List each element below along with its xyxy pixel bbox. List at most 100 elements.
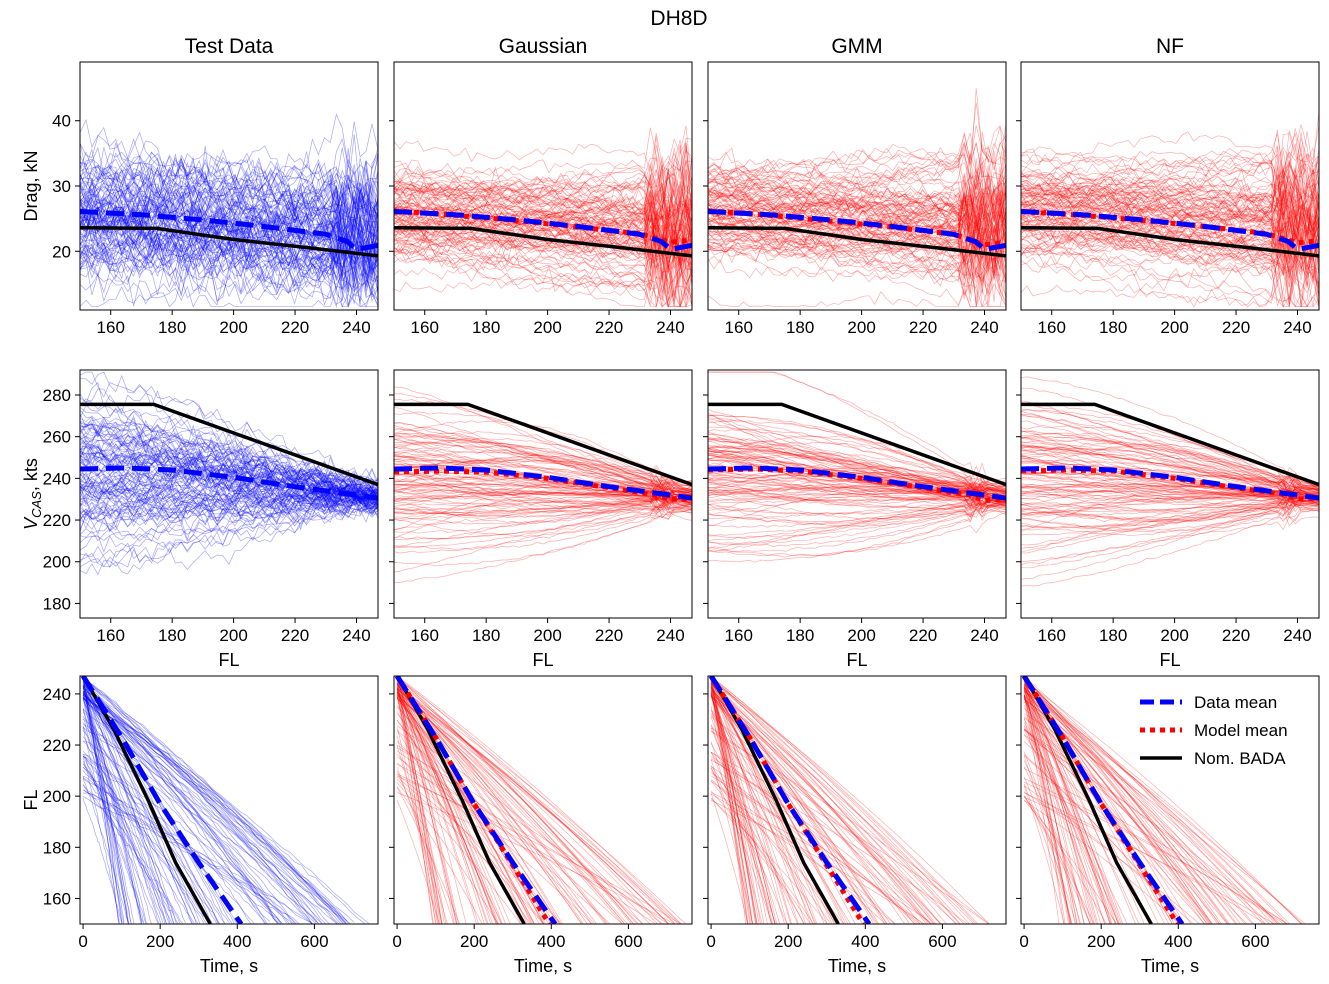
sample-line xyxy=(396,677,467,924)
sample-line xyxy=(80,488,378,516)
sample-line xyxy=(1021,179,1319,227)
sample-line xyxy=(80,470,378,513)
sample-line xyxy=(394,427,692,499)
sample-line xyxy=(394,495,692,518)
sample-line xyxy=(710,743,798,924)
sample-line xyxy=(82,708,135,924)
sample-line xyxy=(82,789,300,924)
sample-line xyxy=(708,450,1006,493)
sample-line xyxy=(1021,169,1319,254)
sample-line xyxy=(710,687,776,924)
sample-line xyxy=(80,444,378,523)
sample-line xyxy=(708,488,1006,502)
sample-line xyxy=(1021,185,1319,270)
sample-line xyxy=(708,167,1006,234)
sample-line xyxy=(80,151,378,223)
sample-line xyxy=(708,153,1006,217)
sample-line xyxy=(710,714,817,924)
sample-line xyxy=(710,759,753,924)
sample-line xyxy=(394,496,692,540)
sample-line xyxy=(80,118,378,222)
sample-line xyxy=(708,444,1006,497)
sample-line xyxy=(708,258,1006,308)
sample-line xyxy=(394,503,692,567)
sample-line xyxy=(708,479,1006,500)
axes-frame xyxy=(393,675,693,925)
sample-line xyxy=(708,467,1006,494)
x-tick-label: 200 xyxy=(146,932,174,951)
sample-line xyxy=(708,141,1006,183)
sample-line xyxy=(1023,751,1081,924)
sample-line xyxy=(708,181,1006,233)
sample-line xyxy=(82,692,175,924)
column-title: GMM xyxy=(831,35,882,58)
sample-line xyxy=(80,474,378,501)
sample-line xyxy=(80,473,378,514)
x-axis-label: Time, s xyxy=(200,956,258,976)
sample-line xyxy=(1021,473,1319,497)
x-axis-label: FL xyxy=(532,650,553,670)
sample-line xyxy=(394,201,692,263)
sample-line xyxy=(82,678,177,924)
sample-line xyxy=(80,446,378,489)
sample-line xyxy=(1021,499,1319,549)
data-mean-line xyxy=(708,208,1006,252)
column-title: NF xyxy=(1156,35,1184,58)
sample-line xyxy=(1021,148,1319,218)
x-tick-label: 180 xyxy=(1099,318,1127,337)
model-mean-line xyxy=(708,676,866,924)
panel-vcas-0: 160 180 200 220 240 180 200 220 240 260 280 FL VCAS,… xyxy=(21,369,379,670)
sample-line xyxy=(80,488,378,568)
sample-line xyxy=(394,245,692,308)
sample-line xyxy=(394,495,692,554)
sample-line xyxy=(710,683,757,924)
sample-line xyxy=(80,490,378,530)
x-tick-label: 200 xyxy=(533,318,561,337)
sample-line xyxy=(708,408,1006,492)
sample-line xyxy=(1021,485,1319,517)
sample-line xyxy=(394,201,692,269)
sample-line xyxy=(1023,685,1071,924)
sample-line xyxy=(394,207,692,262)
sample-line xyxy=(1023,791,1200,924)
sample-line xyxy=(80,461,378,500)
sample-line xyxy=(1021,194,1319,263)
sample-line xyxy=(710,693,975,924)
sample-line xyxy=(710,716,774,924)
sample-line xyxy=(396,762,545,924)
sample-line xyxy=(1021,498,1319,512)
y-axis-label-rest: , kts xyxy=(21,458,41,491)
sample-line xyxy=(1023,682,1220,924)
sample-line xyxy=(80,420,378,509)
sample-line xyxy=(708,173,1006,265)
sample-line xyxy=(1021,189,1319,232)
sample-line xyxy=(396,688,434,924)
sample-line xyxy=(1021,132,1319,173)
sample-line xyxy=(396,775,682,924)
sample-line xyxy=(1021,163,1319,244)
sample-line xyxy=(708,455,1006,493)
sample-line xyxy=(396,683,592,924)
sample-line xyxy=(80,194,378,271)
sample-line xyxy=(710,678,977,924)
x-tick-label: 400 xyxy=(851,932,879,951)
sample-line xyxy=(1023,734,1281,924)
sample-line xyxy=(82,727,313,924)
sample-line xyxy=(394,496,692,548)
sample-line xyxy=(80,228,378,282)
sample-line xyxy=(394,181,692,272)
sample-line xyxy=(394,168,692,254)
sample-line xyxy=(80,157,378,242)
sample-line xyxy=(708,500,1006,545)
sample-line xyxy=(1021,161,1319,214)
sample-line xyxy=(708,464,1006,493)
sample-line xyxy=(1021,430,1319,506)
sample-line xyxy=(82,776,129,924)
sample-line xyxy=(80,480,378,523)
sample-line xyxy=(82,683,319,924)
sample-line xyxy=(396,688,628,924)
sample-line xyxy=(80,113,378,186)
sample-line xyxy=(82,678,279,924)
panel-vcas-2: 160 180 200 220 240 FL xyxy=(703,369,1007,670)
sample-line xyxy=(80,145,378,214)
